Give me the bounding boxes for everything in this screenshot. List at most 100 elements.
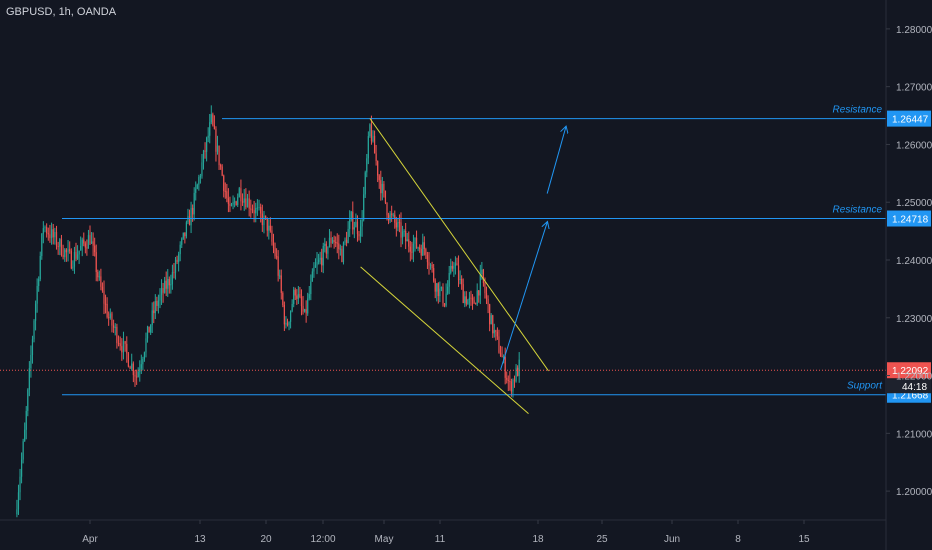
candle-body: [24, 429, 26, 442]
candle-body: [482, 269, 485, 283]
candle-body: [192, 207, 194, 215]
candle-body: [240, 188, 242, 202]
candle-body: [238, 188, 240, 198]
candle-body: [464, 296, 466, 304]
candle-body: [109, 313, 111, 318]
candle-body: [440, 287, 443, 289]
candle-body: [126, 343, 128, 354]
candle-body: [223, 175, 225, 191]
price-tick-label: 1.26000: [896, 140, 932, 151]
candle-body: [98, 276, 100, 278]
candle-body: [409, 246, 411, 252]
candle-body: [136, 376, 138, 378]
candle-body: [90, 241, 93, 244]
candle-body: [173, 272, 175, 274]
candle-body: [321, 257, 323, 266]
candle-body: [30, 354, 32, 369]
time-axis[interactable]: Apr 13 20 12:00 May 11 18 25 Jun 8 15: [0, 519, 886, 545]
candle-body: [403, 231, 405, 233]
candle-body: [296, 295, 298, 299]
candle-body: [139, 368, 141, 372]
candle-body: [52, 229, 54, 238]
candle-body: [353, 227, 355, 230]
candle-body: [305, 309, 307, 314]
horizontal-levels[interactable]: Resistance 1.26447 Resistance 1.24718 Suppor…: [0, 105, 931, 403]
candle-body: [445, 293, 447, 306]
candle-body: [456, 263, 458, 266]
candle-body: [490, 315, 492, 325]
candle-body: [38, 279, 40, 286]
candle-body: [372, 135, 374, 142]
candle-body: [317, 259, 320, 263]
time-tick-label: 13: [194, 534, 206, 545]
candle-body: [338, 243, 340, 250]
candle-body: [215, 128, 217, 152]
candle-body: [224, 190, 226, 192]
candle-body: [60, 239, 63, 256]
candle-body: [132, 363, 134, 376]
candle-body: [156, 301, 158, 306]
candle-body: [419, 247, 421, 249]
candle-body: [387, 215, 390, 221]
candle-body: [484, 282, 486, 294]
candle-body: [44, 227, 46, 229]
candle-body: [485, 293, 488, 299]
price-tick-label: 1.20000: [896, 487, 932, 498]
candle-body: [127, 353, 130, 367]
candle-body: [97, 272, 99, 278]
candle-body: [229, 204, 231, 206]
projection-arrow[interactable]: [500, 222, 548, 370]
candle-body: [165, 280, 167, 289]
candle-body: [154, 301, 156, 314]
candle-body: [263, 215, 265, 226]
candle-body: [22, 441, 24, 460]
wedge-upper-trendline[interactable]: [369, 118, 549, 372]
candle-body: [373, 135, 376, 154]
candle-body: [352, 211, 354, 230]
wedge-lower-trendline[interactable]: [360, 266, 529, 414]
candle-body: [493, 330, 495, 334]
candle-body: [92, 241, 94, 246]
candle-body: [261, 213, 263, 226]
candle-body: [506, 377, 508, 380]
candle-body: [272, 241, 275, 248]
candle-body: [428, 262, 430, 266]
candle-body: [142, 358, 144, 365]
price-axis[interactable]: 1.28000 1.27000 1.26000 1.25000 1.24000 1.230…: [885, 0, 932, 550]
candle-body: [162, 288, 164, 293]
price-tick-label: 1.27000: [896, 83, 932, 94]
candle-body: [439, 288, 441, 297]
candle-body: [518, 359, 520, 376]
candle-body: [131, 363, 133, 369]
candle-body: [289, 311, 292, 322]
candle-body: [170, 284, 172, 286]
candle-body: [84, 243, 86, 248]
projection-arrow[interactable]: [546, 127, 566, 194]
candle-body: [378, 175, 380, 181]
candle-body: [55, 231, 58, 246]
candle-body: [160, 288, 163, 295]
candle-body: [276, 256, 278, 258]
candle-body: [95, 252, 97, 273]
candle-body: [437, 283, 439, 297]
candle-body: [16, 509, 18, 515]
candle-body: [209, 122, 211, 136]
candle-body: [370, 124, 373, 142]
candle-body: [213, 125, 215, 129]
candle-body: [377, 161, 379, 176]
candle-body: [510, 381, 513, 392]
candle-body: [181, 238, 183, 245]
candle-body: [171, 272, 174, 285]
candle-body: [78, 250, 80, 255]
candle-body: [121, 346, 123, 353]
drawings[interactable]: [360, 118, 566, 414]
candle-body: [479, 274, 481, 296]
candle-body: [255, 207, 257, 214]
candle-body: [468, 297, 471, 300]
candle-body: [331, 240, 334, 244]
candle-body: [411, 251, 413, 253]
candle-body: [300, 296, 303, 306]
candle-body: [465, 296, 467, 305]
candle-body: [49, 234, 51, 239]
